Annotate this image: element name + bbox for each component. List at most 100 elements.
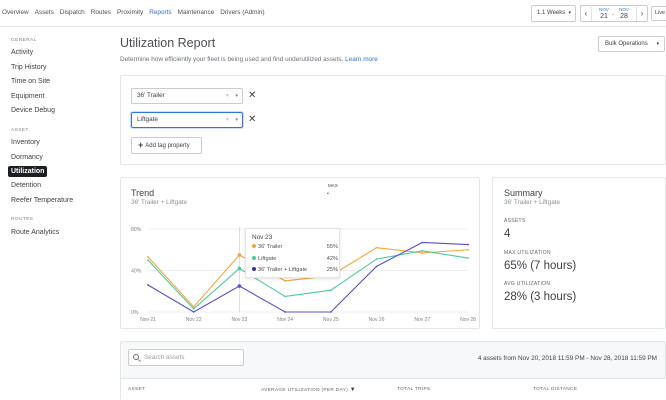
x-tick-label: Nov 25 <box>323 317 339 323</box>
max-utilization-label: MAX UTILIZATION <box>504 250 551 256</box>
sidebar-item-equipment[interactable]: Equipment <box>11 93 45 100</box>
assets-range-text: 4 assets from Nov 20, 2018 11:59 PM - No… <box>477 355 657 362</box>
chevron-down-icon[interactable]: ▾ <box>235 117 238 123</box>
range-separator: - <box>612 12 614 18</box>
table-header: ASSET AVERAGE UTILIZATION (PER DAY) ▼ TO… <box>121 378 666 400</box>
max-marker-icon: • <box>327 191 329 197</box>
sidebar-item-activity[interactable]: Activity <box>11 49 34 56</box>
data-point <box>192 305 195 308</box>
page-subtitle: Determine how efficiently your fleet is … <box>120 56 378 63</box>
chevron-down-icon: ▾ <box>568 10 571 16</box>
assets-value: 4 <box>504 228 511 240</box>
tooltip-date: Nov 23 <box>252 234 273 241</box>
avg-utilization-label: AVG UTILIZATION <box>504 281 551 287</box>
add-tag-property-button[interactable]: + Add tag property <box>131 137 202 154</box>
data-point <box>147 256 149 258</box>
filter-panel: 36' Trailer × ▾ ✕ Liftgate × ▾ ✕ + Add ta… <box>120 75 666 165</box>
tooltip-value: 55% <box>326 244 338 250</box>
top-nav: Overview Assets Dispatch Routes Proximit… <box>0 0 666 27</box>
column-average-utilization[interactable]: AVERAGE UTILIZATION (PER DAY) ▼ <box>261 387 356 393</box>
sidebar-item-reefer-temperature[interactable]: Reefer Temperature <box>11 197 74 204</box>
nav-link-drivers[interactable]: Drivers (Admin) <box>220 9 265 16</box>
learn-more-link[interactable]: Learn more <box>345 56 378 63</box>
legend-dot-icon <box>252 256 256 260</box>
max-utilization-value: 65% (7 hours) <box>504 260 577 272</box>
tooltip-value: 42% <box>326 256 338 262</box>
chevron-down-icon[interactable]: ▾ <box>235 93 238 99</box>
sidebar: GENERAL Activity Trip History Time on Si… <box>0 27 108 400</box>
tooltip-series: 36' Trailer <box>258 244 283 250</box>
clear-icon[interactable]: × <box>225 93 229 99</box>
data-point <box>192 307 195 310</box>
series-line <box>147 250 469 310</box>
tooltip-series: 36' Trailer + Liftgate <box>258 267 308 273</box>
sidebar-item-trip-history[interactable]: Trip History <box>11 64 47 71</box>
data-point <box>467 257 469 259</box>
data-point <box>329 289 332 292</box>
data-point <box>375 258 378 260</box>
trend-subtitle: 36' Trailer + Liftgate <box>131 199 188 206</box>
trend-chart[interactable]: 80% 40% 0%Nov 21 Nov 22 Nov 23 Nov 24 Nov 25 No… <box>121 178 481 330</box>
end-day: 28 <box>620 13 628 20</box>
filter-select-trailer[interactable]: 36' Trailer × ▾ <box>131 88 243 104</box>
bulk-operations-label: Bulk Operations <box>605 41 648 47</box>
assets-table: Search assets 4 assets from Nov 20, 2018… <box>120 341 666 400</box>
data-point <box>284 279 287 282</box>
data-point <box>421 251 424 254</box>
search-icon <box>133 354 139 360</box>
data-point <box>375 265 378 268</box>
search-input[interactable]: Search assets <box>128 349 244 366</box>
x-tick-label: Nov 21 <box>140 317 156 323</box>
data-point <box>147 284 149 286</box>
clear-icon[interactable]: × <box>225 117 229 123</box>
sidebar-item-device-debug[interactable]: Device Debug <box>11 107 55 114</box>
x-tick-label: Nov 27 <box>414 317 430 323</box>
date-range-picker[interactable]: ‹ NOV 21 - NOV 28 › <box>580 5 648 22</box>
tooltip-value: 25% <box>326 267 338 273</box>
chevron-left-icon[interactable]: ‹ <box>581 7 592 21</box>
subtitle-text: Determine how efficiently your fleet is … <box>120 56 344 63</box>
legend-dot-icon <box>252 244 256 248</box>
column-total-trips[interactable]: TOTAL TRIPS <box>397 387 431 392</box>
data-point <box>192 311 195 313</box>
remove-filter-icon[interactable]: ✕ <box>248 114 257 125</box>
max-label: MAX <box>328 183 338 188</box>
search-placeholder: Search assets <box>144 354 185 361</box>
nav-link-overview[interactable]: Overview <box>2 9 29 16</box>
sidebar-item-detention[interactable]: Detention <box>11 182 41 189</box>
nav-link-reports[interactable]: Reports <box>149 9 172 16</box>
sort-desc-icon: ▼ <box>349 387 356 393</box>
avg-utilization-value: 28% (3 hours) <box>504 291 577 303</box>
sidebar-section-asset: ASSET <box>11 128 29 133</box>
live-button[interactable]: Live <box>651 6 666 21</box>
nav-link-routes[interactable]: Routes <box>90 9 111 16</box>
nav-link-assets[interactable]: Assets <box>34 9 54 16</box>
chevron-right-icon[interactable]: › <box>636 7 647 21</box>
trend-title: Trend <box>131 188 155 198</box>
tooltip-row: 36' Trailer 55% <box>252 244 338 250</box>
period-dropdown[interactable]: 1.1 Weeks ▾ <box>531 5 576 22</box>
sidebar-item-inventory[interactable]: Inventory <box>11 139 40 146</box>
x-tick-label: Nov 26 <box>369 317 385 323</box>
sidebar-item-time-on-site[interactable]: Time on Site <box>11 78 51 85</box>
end-date[interactable]: NOV 28 <box>617 7 631 21</box>
x-tick-label: Nov 24 <box>277 317 293 323</box>
column-asset[interactable]: ASSET <box>128 387 146 392</box>
plus-icon: + <box>138 140 144 150</box>
remove-filter-icon[interactable]: ✕ <box>248 90 257 101</box>
sidebar-item-route-analytics[interactable]: Route Analytics <box>11 229 60 236</box>
sidebar-item-utilization[interactable]: Utilization <box>8 166 48 177</box>
filter-select-liftgate[interactable]: Liftgate × ▾ <box>131 112 243 128</box>
data-point <box>375 246 378 249</box>
data-point <box>467 248 469 251</box>
bulk-operations-button[interactable]: Bulk Operations ▾ <box>598 36 665 52</box>
tooltip-row: Liftgate 42% <box>252 256 338 262</box>
column-total-distance[interactable]: TOTAL DISTANCE <box>533 387 578 392</box>
data-point <box>237 266 242 271</box>
sidebar-item-dormancy[interactable]: Dormancy <box>11 154 43 161</box>
nav-link-proximity[interactable]: Proximity <box>116 9 144 16</box>
nav-link-maintenance[interactable]: Maintenance <box>177 9 215 16</box>
nav-link-dispatch[interactable]: Dispatch <box>59 9 85 16</box>
start-date[interactable]: NOV 21 <box>597 7 611 21</box>
data-point <box>237 253 242 257</box>
